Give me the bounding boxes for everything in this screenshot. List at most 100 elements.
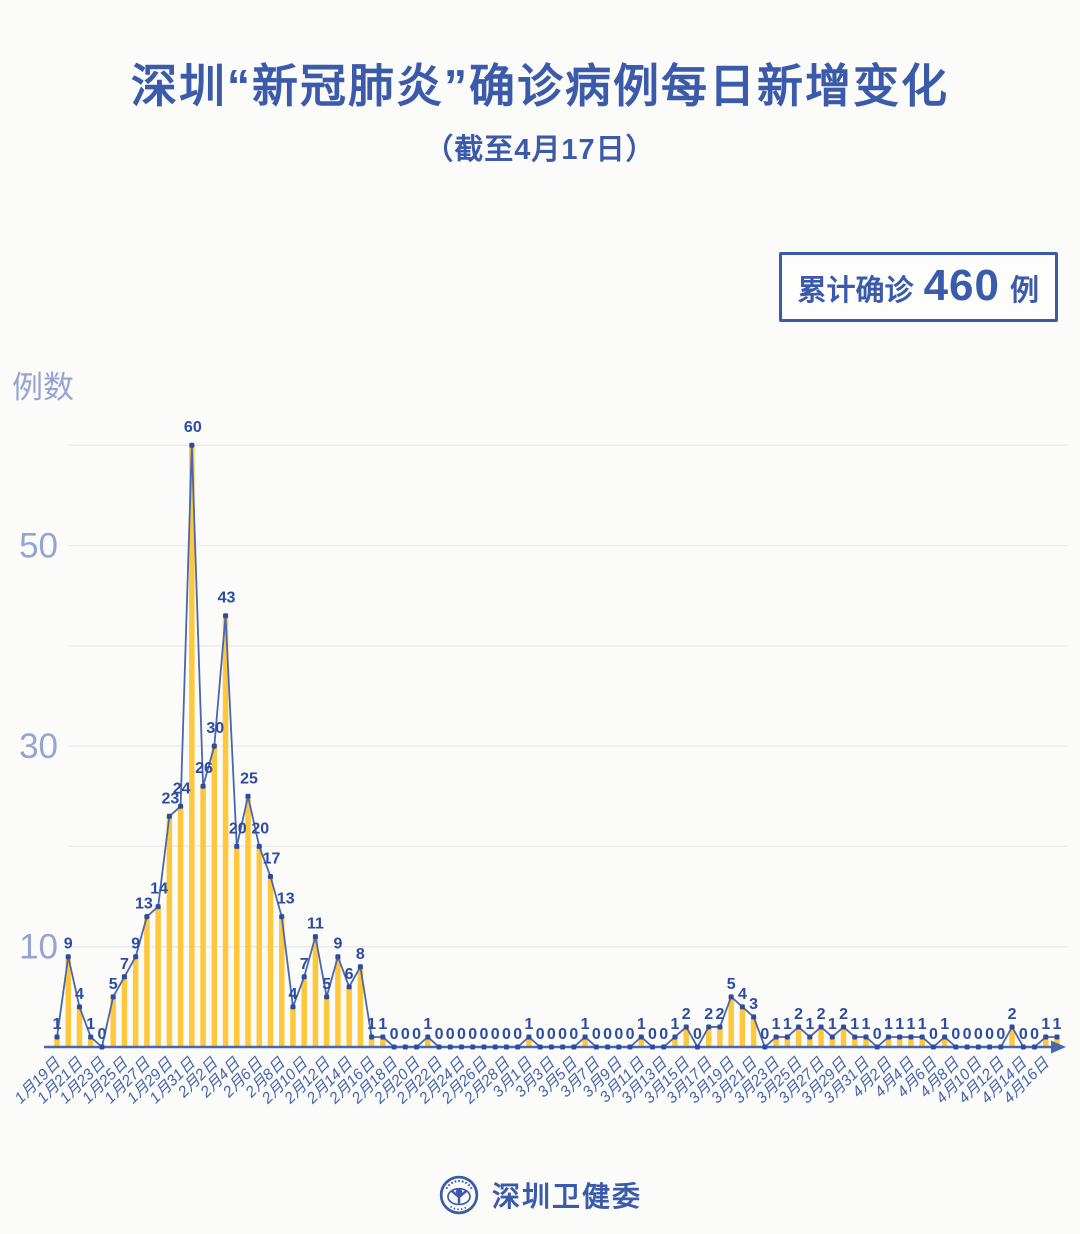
- value-label: 1: [884, 1016, 893, 1033]
- value-label: 1: [828, 1016, 837, 1033]
- data-point: [897, 1034, 903, 1040]
- data-point: [751, 1014, 757, 1020]
- bar: [795, 1026, 802, 1047]
- bar: [728, 996, 734, 1047]
- data-point: [155, 904, 161, 910]
- value-label: 0: [97, 1026, 106, 1043]
- value-label: 0: [951, 1026, 960, 1043]
- bar: [234, 846, 240, 1047]
- data-point: [414, 1044, 420, 1050]
- bar: [346, 986, 352, 1047]
- value-label: 7: [120, 956, 129, 973]
- data-point: [380, 1034, 386, 1040]
- bar: [773, 1036, 779, 1047]
- data-point: [166, 813, 172, 819]
- data-point: [481, 1044, 487, 1050]
- data-point: [200, 783, 206, 789]
- value-label: 2: [704, 1006, 713, 1023]
- bar: [222, 615, 229, 1047]
- value-label: 0: [929, 1026, 938, 1043]
- value-label: 2: [715, 1006, 724, 1023]
- value-label: 5: [727, 976, 736, 993]
- data-point: [571, 1044, 577, 1050]
- value-label: 2: [839, 1006, 848, 1023]
- bar: [840, 1026, 847, 1047]
- data-point: [357, 964, 363, 970]
- value-label: 0: [536, 1026, 545, 1043]
- data-point: [369, 1034, 375, 1040]
- data-point: [178, 803, 184, 809]
- value-label: 0: [974, 1026, 983, 1043]
- data-point: [863, 1034, 869, 1040]
- value-label: 0: [558, 1026, 567, 1043]
- value-label: 60: [184, 419, 202, 436]
- data-point: [852, 1034, 858, 1040]
- bar: [863, 1036, 869, 1047]
- value-label: 0: [603, 1026, 612, 1043]
- value-label: 14: [150, 881, 168, 898]
- bar: [425, 1036, 431, 1047]
- value-label: 0: [457, 1026, 466, 1043]
- data-point: [829, 1034, 835, 1040]
- bar: [908, 1036, 914, 1047]
- data-point: [391, 1044, 397, 1050]
- value-label: 0: [480, 1026, 489, 1043]
- data-point: [706, 1024, 712, 1030]
- data-point: [76, 1004, 82, 1010]
- daily-new-cases-chart: 10 30 50 例数 1 9 4 1 0 5 7 9 13 14 23 24 60 26 30 43 20 25 20 17…: [0, 338, 1080, 1138]
- bar: [357, 966, 364, 1047]
- data-point: [189, 442, 195, 448]
- value-label: 0: [1019, 1026, 1028, 1043]
- value-label: 0: [614, 1026, 623, 1043]
- value-label: 0: [760, 1026, 769, 1043]
- value-label: 0: [412, 1026, 421, 1043]
- data-point: [110, 994, 116, 1000]
- value-label: 1: [53, 1016, 62, 1033]
- bar: [267, 876, 274, 1047]
- value-label: 1: [1053, 1016, 1062, 1033]
- data-point: [728, 994, 734, 1000]
- value-label: 5: [322, 976, 331, 993]
- data-point: [739, 1004, 745, 1010]
- data-point: [99, 1044, 105, 1050]
- data-point: [1020, 1044, 1026, 1050]
- bar: [368, 1036, 375, 1047]
- value-label: 1: [671, 1016, 680, 1033]
- value-label: 0: [592, 1026, 601, 1043]
- data-point: [616, 1044, 622, 1050]
- value-label: 0: [446, 1026, 455, 1043]
- value-label: 1: [524, 1016, 533, 1033]
- y-axis-title: 例数: [12, 370, 74, 405]
- bar: [177, 806, 184, 1047]
- value-label: 25: [240, 770, 258, 787]
- value-label: 4: [289, 986, 298, 1003]
- value-label: 1: [906, 1016, 915, 1033]
- data-point: [818, 1024, 824, 1030]
- data-point: [605, 1044, 611, 1050]
- value-label: 0: [547, 1026, 556, 1043]
- value-label: 2: [794, 1006, 803, 1023]
- value-label: 6: [345, 966, 354, 983]
- badge-value: 460: [923, 261, 1000, 310]
- data-point: [526, 1034, 532, 1040]
- value-label: 1: [862, 1016, 871, 1033]
- data-point: [717, 1024, 723, 1030]
- data-point: [425, 1034, 431, 1040]
- data-point: [301, 974, 307, 980]
- bar: [245, 796, 251, 1047]
- bar: [87, 1036, 94, 1047]
- value-label: 1: [850, 1016, 859, 1033]
- bar: [312, 936, 319, 1047]
- value-label: 26: [195, 760, 213, 777]
- cumulative-total-badge: 累计确诊 460 例: [778, 252, 1058, 322]
- bar: [301, 976, 307, 1047]
- data-point: [784, 1034, 790, 1040]
- value-label: 9: [333, 936, 342, 953]
- value-label: 0: [502, 1026, 511, 1043]
- bar: [189, 445, 195, 1047]
- bar: [582, 1036, 588, 1047]
- data-point: [1054, 1034, 1060, 1040]
- value-label: 1: [86, 1016, 95, 1033]
- value-label: 1: [895, 1016, 904, 1033]
- data-point: [627, 1044, 633, 1050]
